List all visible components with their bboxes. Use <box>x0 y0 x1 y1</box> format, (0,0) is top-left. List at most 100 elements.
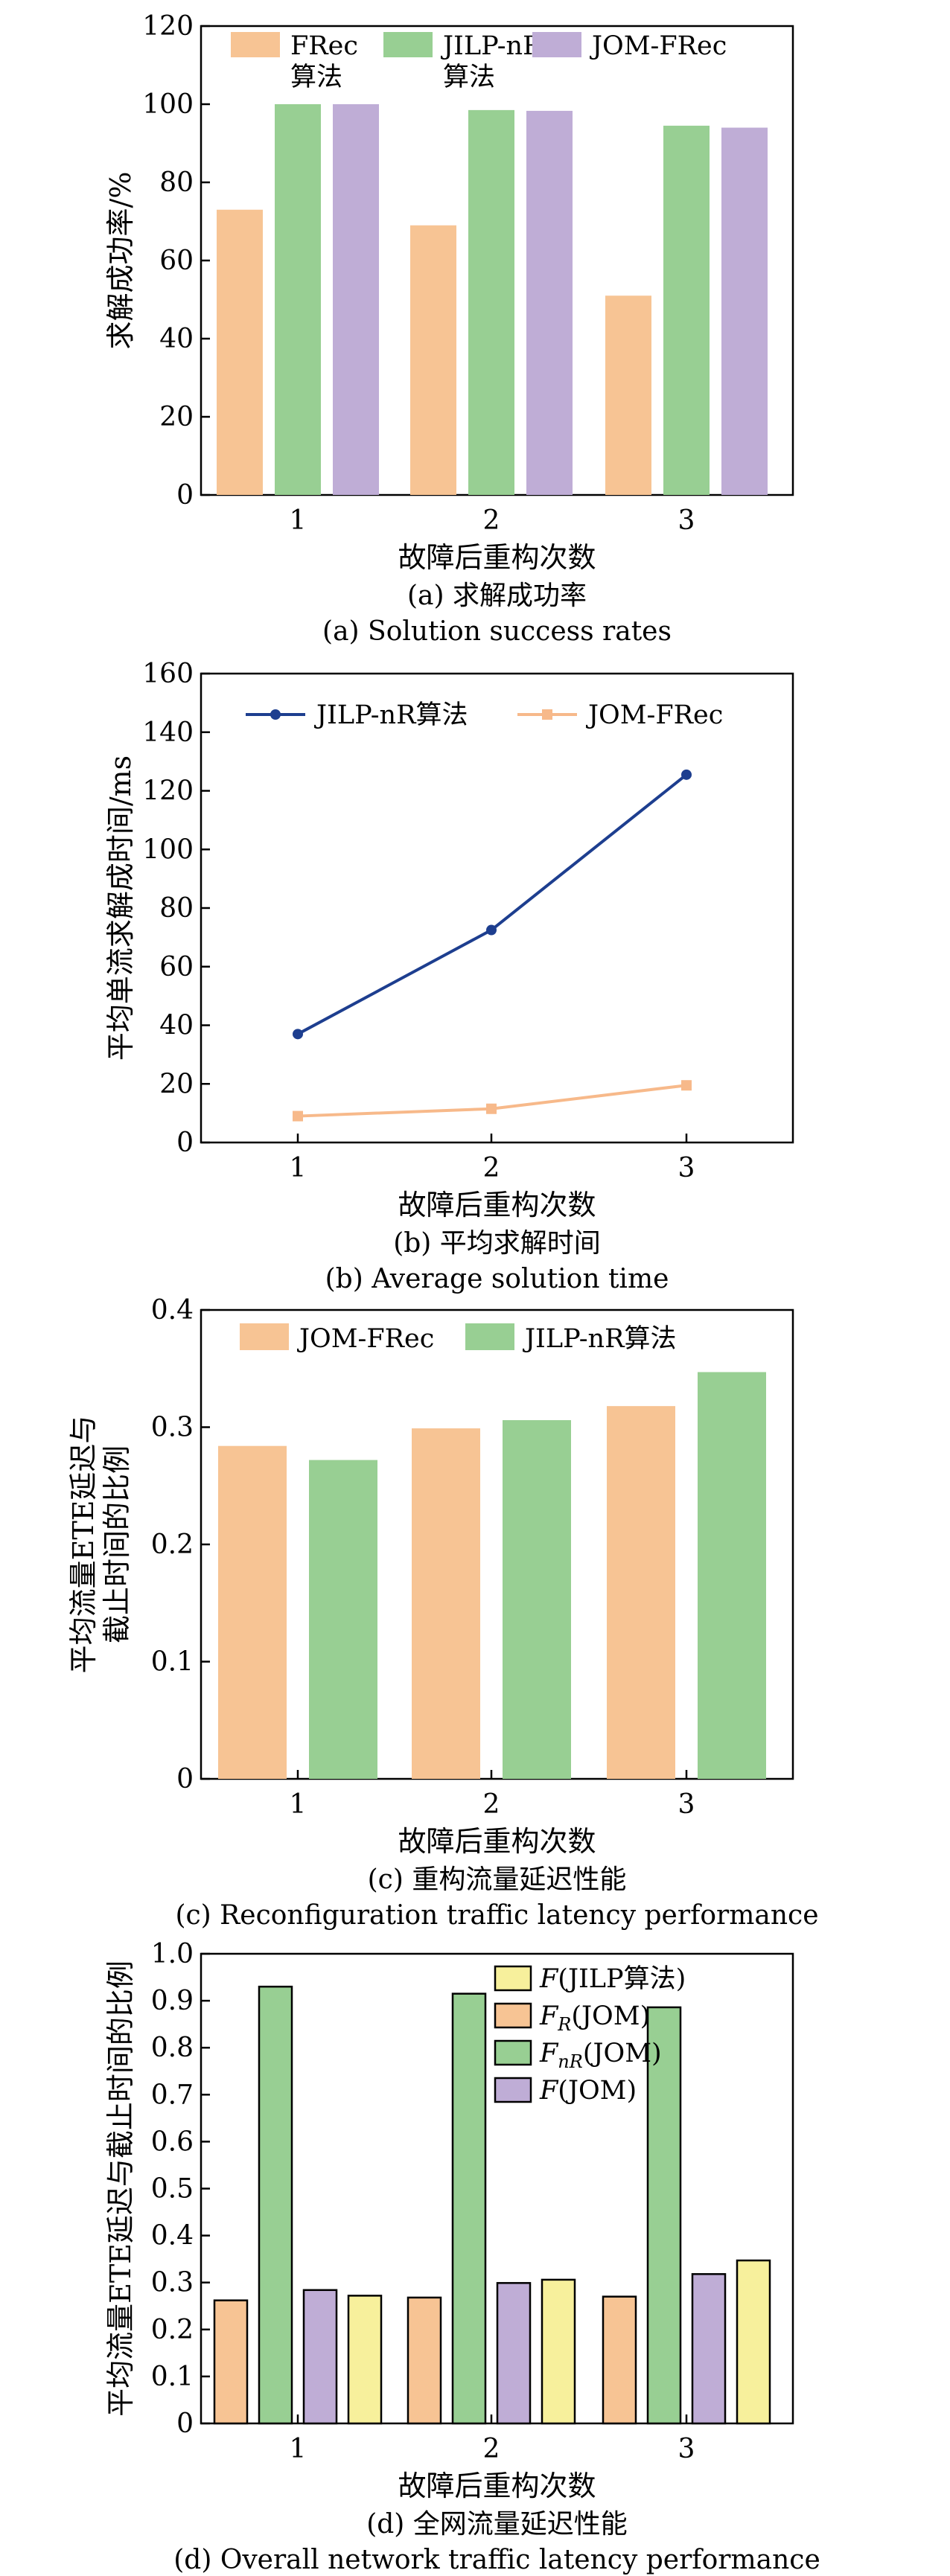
y-tick-label: 0.1 <box>151 1647 194 1678</box>
y-tick-label: 0.8 <box>151 2033 194 2063</box>
y-tick-label: 0.4 <box>151 2221 194 2251</box>
y-tick-label: 0.4 <box>151 1295 194 1326</box>
x-tick-label: 2 <box>483 1789 500 1820</box>
y-axis-label: 平均流量ETE延迟与截止时间的比例 <box>104 1960 137 2417</box>
legend-label: JOM-FRec <box>590 31 727 61</box>
caption-cn: (b) 平均求解时间 <box>393 1228 601 1259</box>
bar <box>646 2006 682 2425</box>
y-tick-label: 0 <box>176 1764 194 1794</box>
bar <box>698 1372 766 1779</box>
legend-label: JOM-FRec <box>297 1324 434 1354</box>
x-axis-label: 故障后重构次数 <box>398 1825 596 1858</box>
bar <box>258 1985 293 2425</box>
data-point <box>293 1029 303 1040</box>
y-tick-label: 160 <box>142 659 194 689</box>
caption-en: (c) Reconfiguration traffic latency perf… <box>175 1900 818 1931</box>
bar <box>526 110 573 496</box>
panel-b: 0 20 40 60 80 100 120 140 160 1 2 3 故障后重构次数 (b) 平均求解时… <box>104 659 794 1294</box>
y-tick-label: 80 <box>159 893 194 924</box>
panel-c: 0 0.1 0.2 0.3 0.4 1 2 3 故障后重构次数 (c) 重构流量延迟性能 (c) R… <box>67 1295 819 1931</box>
legend-swatch <box>465 1323 514 1350</box>
y-tick-label: 0.5 <box>151 2174 194 2205</box>
y-tick-label: 0.1 <box>151 2362 194 2392</box>
bar <box>217 209 263 495</box>
x-tick-label: 1 <box>290 1153 307 1183</box>
x-tick-label: 2 <box>483 2434 500 2464</box>
caption-cn: (d) 全网流量延迟性能 <box>366 2509 628 2540</box>
legend-swatch <box>383 32 433 57</box>
legend-swatch <box>494 2039 532 2066</box>
bar <box>412 1428 480 1779</box>
y-tick-label: 0.3 <box>151 1413 194 1443</box>
x-tick-label: 1 <box>290 1789 307 1820</box>
y-tick-label: 60 <box>159 952 194 982</box>
y-tick-label: 100 <box>142 834 194 865</box>
legend-label: FnR(JOM) <box>539 2039 662 2072</box>
data-point <box>681 769 692 780</box>
bar <box>503 1420 571 1779</box>
caption-en: (a) Solution success rates <box>322 616 672 647</box>
bar <box>333 104 379 495</box>
x-tick-label: 1 <box>290 2434 307 2464</box>
y-tick-label: 60 <box>159 246 194 276</box>
y-tick-label: 40 <box>159 1011 194 1041</box>
data-point <box>681 1080 692 1091</box>
x-axis-label: 故障后重构次数 <box>398 541 596 574</box>
bar <box>607 1406 675 1779</box>
y-tick-label: 0.3 <box>151 2268 194 2298</box>
legend-label: F(JILP算法) <box>539 1964 686 1994</box>
x-axis-label: 故障后重构次数 <box>398 1189 596 1221</box>
bar <box>468 109 514 495</box>
bar <box>605 295 651 495</box>
y-tick-label: 0 <box>176 1128 194 1158</box>
caption-en: (d) Overall network traffic latency perf… <box>173 2545 820 2575</box>
y-axis-label: 平均单流求解成时间/ms <box>104 755 137 1061</box>
y-tick-label: 120 <box>142 11 194 42</box>
legend-label: JILP-nR算法 <box>523 1324 676 1354</box>
legend-label-cont: 算法 <box>443 63 495 92</box>
data-point <box>486 1103 497 1114</box>
bar <box>496 2282 532 2425</box>
x-tick-label: 2 <box>483 1153 500 1183</box>
panel-a: 0 20 40 60 80 100 120 1 2 3 故障后重构次数 (a) 求解成功率 (a) So… <box>104 11 794 647</box>
y-tick-label: 1.0 <box>151 1939 194 1969</box>
legend-marker <box>270 709 281 720</box>
legend-marker <box>542 709 552 720</box>
y-tick-label: 20 <box>159 1069 194 1099</box>
x-tick-label: 3 <box>678 505 695 536</box>
bar <box>691 2273 727 2425</box>
legend-swatch <box>494 1965 532 1992</box>
bar <box>721 127 768 495</box>
legend-label: FR(JOM) <box>539 2001 650 2035</box>
bar <box>451 1992 487 2425</box>
y-tick-label: 80 <box>159 167 194 198</box>
y-tick-label: 0.7 <box>151 2080 194 2110</box>
legend-label: FRec <box>290 31 358 61</box>
x-tick-label: 1 <box>290 505 307 536</box>
bar <box>213 2299 249 2425</box>
y-tick-label: 0 <box>176 2409 194 2439</box>
legend-label: JILP-nR <box>441 31 543 61</box>
bar <box>541 2278 576 2425</box>
legend-swatch <box>532 32 581 57</box>
data-point <box>486 924 497 936</box>
x-tick-label: 3 <box>678 1789 695 1820</box>
legend-label: JOM-FRec <box>586 700 723 730</box>
y-tick-label: 0.2 <box>151 2315 194 2345</box>
x-axis-label: 故障后重构次数 <box>398 2470 596 2502</box>
y-tick-label: 20 <box>159 402 194 432</box>
panel-d: 0 0.1 0.2 0.3 0.4 0.5 0.6 0.7 0.8 0.9 1.0 1 2 3 故障后重构次… <box>104 1939 820 2575</box>
y-tick-label: 0.9 <box>151 1986 194 2016</box>
y-tick-label: 0.2 <box>151 1530 194 1560</box>
legend-swatch <box>494 2077 532 2103</box>
y-tick-label: 100 <box>142 89 194 120</box>
legend-label: JILP-nR算法 <box>314 700 468 730</box>
legend-label-cont: 算法 <box>290 63 342 92</box>
bar <box>663 125 710 495</box>
bar <box>602 2295 637 2425</box>
caption-cn: (a) 求解成功率 <box>407 581 587 611</box>
bar <box>309 1460 377 1779</box>
bar <box>407 2296 442 2425</box>
y-tick-label: 140 <box>142 717 194 748</box>
